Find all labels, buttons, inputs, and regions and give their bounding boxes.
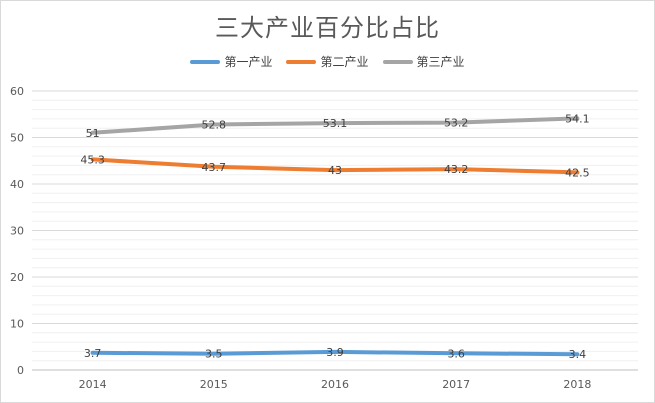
data-label: 43.2 [444,163,469,176]
y-tick-label: 10 [10,318,24,331]
data-label: 3.5 [205,348,223,361]
y-tick-label: 0 [17,364,24,377]
y-tick-label: 50 [10,132,24,145]
data-label: 3.9 [326,346,344,359]
data-label: 51 [86,127,100,140]
data-label: 45.3 [80,153,105,166]
data-label: 52.8 [202,118,227,131]
x-tick-label: 2016 [321,378,349,391]
legend-item-series-1: 第一产业 [190,53,272,70]
legend-item-series-2: 第二产业 [286,53,369,70]
chart-legend: 第一产业 第二产业 第三产业 [0,53,655,70]
data-label: 3.7 [84,347,102,360]
y-tick-label: 30 [10,225,24,238]
series-line-2 [90,157,580,175]
series-line-1 [90,349,580,357]
legend-label-series-3: 第三产业 [416,55,465,69]
legend-swatch-series-2 [286,59,317,64]
legend-label-series-2: 第二产业 [320,55,369,69]
x-tick-label: 2018 [563,378,591,391]
y-tick-label: 20 [10,271,24,284]
y-tick-label: 40 [10,178,24,191]
x-tick-label: 2014 [79,378,107,391]
data-label: 3.4 [569,348,587,361]
data-label: 54.1 [565,112,590,125]
data-label: 53.1 [323,117,348,130]
x-tick-label: 2017 [442,378,470,391]
legend-label-series-1: 第一产业 [224,55,273,69]
data-label: 3.6 [447,347,465,360]
y-tick-label: 60 [10,85,24,98]
chart-title: 三大产业百分比占比 [215,14,440,42]
x-tick-label: 2015 [200,378,228,391]
legend-swatch-series-1 [190,59,221,64]
data-label: 43 [328,164,342,177]
data-label: 53.2 [444,117,469,130]
legend-swatch-series-3 [382,59,413,64]
data-label: 43.7 [202,161,227,174]
legend-item-series-3: 第三产业 [382,53,465,70]
data-label: 42.5 [565,166,590,179]
series-line-3 [90,116,580,135]
